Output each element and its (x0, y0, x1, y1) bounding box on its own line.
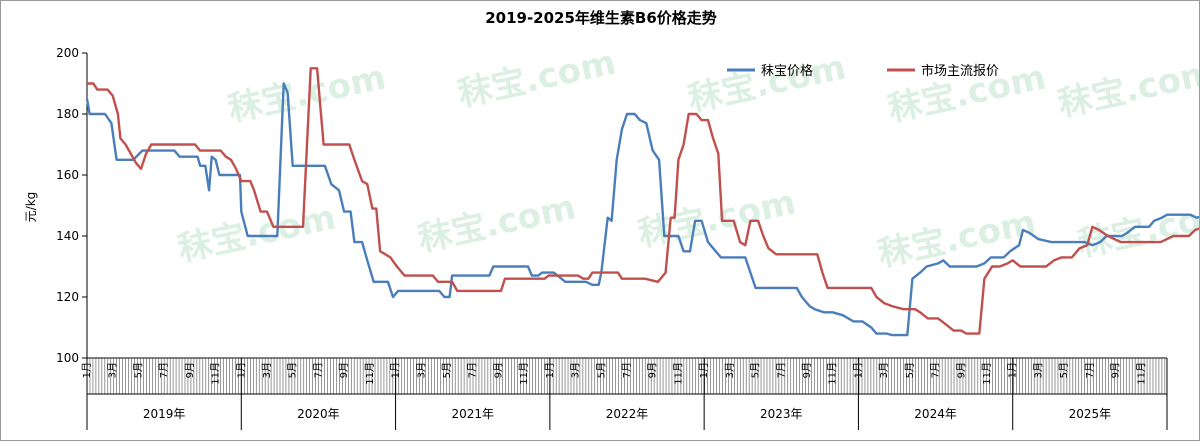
x-year-label: 2025年 (1069, 407, 1112, 421)
x-month-label: 3月 (107, 362, 119, 378)
legend: 秣宝价格 市场主流报价 (727, 63, 999, 79)
watermark-logo: 秣宝.com (225, 57, 390, 129)
watermark-logo: 秣宝.com (685, 47, 850, 119)
x-month-label: 9月 (184, 362, 196, 378)
x-year-label: 2022年 (606, 407, 649, 421)
x-month-label: 7月 (158, 362, 170, 378)
x-month-label: 7月 (467, 362, 479, 378)
x-year-label: 2021年 (451, 407, 494, 421)
legend-label-mobao: 秣宝价格 (761, 63, 813, 79)
y-axis: 100 120 140 160 180 200 (56, 46, 88, 365)
x-month-label: 9月 (801, 362, 813, 378)
x-month-label: 5月 (1058, 362, 1070, 378)
x-month-label: 9月 (955, 362, 967, 378)
x-month-label: 3月 (570, 362, 582, 378)
series-line-mobao (85, 82, 1199, 337)
x-month-label: 7月 (775, 362, 787, 378)
x-month-label: 5月 (287, 362, 299, 378)
x-month-label: 3月 (415, 362, 427, 378)
y-tick-label: 200 (56, 46, 79, 60)
watermark-logo: 秣宝.com (1055, 52, 1199, 124)
x-month-label: 5月 (904, 362, 916, 378)
watermark-logo: 秣宝.com (635, 182, 800, 254)
legend-label-market: 市场主流报价 (921, 63, 999, 79)
y-tick-label: 140 (56, 229, 79, 243)
x-month-label: 7月 (621, 362, 633, 378)
x-month-label: 5月 (132, 362, 144, 378)
watermark-logo: 秣宝.com (1075, 192, 1199, 264)
x-month-label: 9月 (492, 362, 504, 378)
y-tick-label: 160 (56, 168, 79, 182)
x-year-label: 2024年 (914, 407, 957, 421)
x-month-label: 9月 (1110, 362, 1122, 378)
x-month-label: 11月 (1135, 362, 1147, 385)
x-month-label: 3月 (724, 362, 736, 378)
x-month-label: 7月 (1084, 362, 1096, 378)
x-axis: 1月3月5月7月9月11月1月3月5月7月9月11月1月3月5月7月9月11月1… (81, 357, 1168, 430)
x-month-label: 3月 (878, 362, 890, 378)
x-month-label: 11月 (210, 362, 222, 385)
y-tick-label: 180 (56, 107, 79, 121)
series-line-market (87, 67, 1199, 335)
x-year-label: 2020年 (297, 407, 340, 421)
x-year-label: 2023年 (760, 407, 803, 421)
watermark-logo: 秣宝.com (875, 202, 1040, 274)
x-month-label: 11月 (672, 362, 684, 385)
x-month-label: 7月 (312, 362, 324, 378)
x-month-label: 5月 (750, 362, 762, 378)
x-month-label: 11月 (827, 362, 839, 385)
x-month-label: 11月 (364, 362, 376, 385)
x-month-label: 5月 (595, 362, 607, 378)
series-layer (85, 67, 1199, 337)
watermark-logo: 秣宝.com (175, 197, 340, 269)
y-tick-label: 100 (56, 351, 79, 365)
x-month-label: 9月 (647, 362, 659, 378)
watermark-logo: 秣宝.com (455, 42, 620, 114)
x-month-label: 7月 (930, 362, 942, 378)
y-tick-label: 120 (56, 290, 79, 304)
watermark-logo: 秣宝.com (415, 187, 580, 259)
x-month-label: 11月 (518, 362, 530, 385)
x-month-label: 5月 (441, 362, 453, 378)
x-month-label: 3月 (1032, 362, 1044, 378)
x-month-label: 11月 (981, 362, 993, 385)
y-axis-label: 元/kg (24, 192, 38, 223)
x-month-label: 3月 (261, 362, 273, 378)
x-year-label: 2019年 (143, 407, 186, 421)
x-month-label: 9月 (338, 362, 350, 378)
chart-title: 2019-2025年维生素B6价格走势 (485, 9, 717, 27)
